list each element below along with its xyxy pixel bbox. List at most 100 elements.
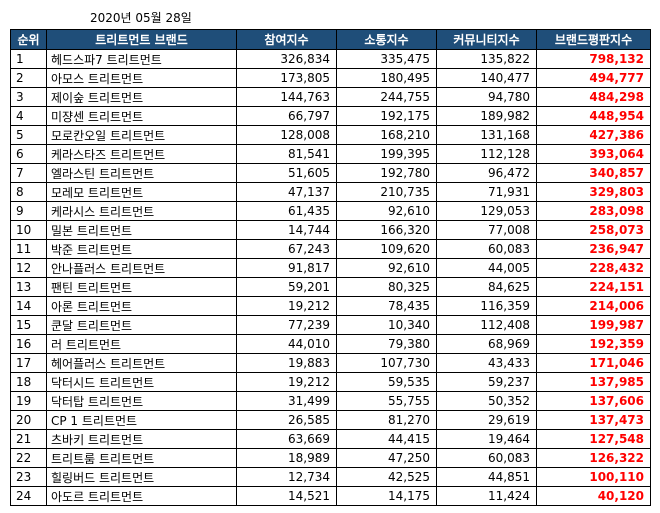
participation-cell: 66,797 xyxy=(236,106,337,126)
rank-cell: 12 xyxy=(10,258,47,278)
participation-cell: 26,585 xyxy=(236,410,337,430)
table-row: 7 엘라스틴 트리트먼트 51,605 192,780 96,472 340,857 xyxy=(10,163,651,183)
communication-cell: 55,755 xyxy=(336,391,437,411)
participation-cell: 14,744 xyxy=(236,220,337,240)
reputation-cell: 127,548 xyxy=(536,429,651,449)
table-body: 1 헤드스파7 트리트먼트 326,834 335,475 135,822 798,132… xyxy=(10,49,651,506)
participation-cell: 173,805 xyxy=(236,68,337,88)
brand-cell: 케라시스 트리트먼트 xyxy=(46,201,237,221)
community-cell: 59,237 xyxy=(436,372,537,392)
date-label: 2020년 05월 28일 xyxy=(90,11,192,25)
table-row: 8 모레모 트리트먼트 47,137 210,735 71,931 329,803 xyxy=(10,182,651,202)
rank-cell: 5 xyxy=(10,125,47,145)
community-cell: 44,851 xyxy=(436,467,537,487)
participation-cell: 18,989 xyxy=(236,448,337,468)
table-row: 22 트리트룸 트리트먼트 18,989 47,250 60,083 126,322 xyxy=(10,448,651,468)
table-row: 4 미쟝센 트리트먼트 66,797 192,175 189,982 448,954 xyxy=(10,106,651,126)
rank-cell: 10 xyxy=(10,220,47,240)
brand-cell: 케라스타즈 트리트먼트 xyxy=(46,144,237,164)
participation-cell: 59,201 xyxy=(236,277,337,297)
reputation-cell: 427,386 xyxy=(536,125,651,145)
table-row: 18 닥터시드 트리트먼트 19,212 59,535 59,237 137,985 xyxy=(10,372,651,392)
table-row: 23 힐링버드 트리트먼트 12,734 42,525 44,851 100,110 xyxy=(10,467,651,487)
community-cell: 129,053 xyxy=(436,201,537,221)
reputation-cell: 224,151 xyxy=(536,277,651,297)
community-cell: 135,822 xyxy=(436,49,537,69)
brand-cell: 미쟝센 트리트먼트 xyxy=(46,106,237,126)
community-cell: 112,408 xyxy=(436,315,537,335)
reputation-cell: 484,298 xyxy=(536,87,651,107)
participation-cell: 144,763 xyxy=(236,87,337,107)
rank-cell: 20 xyxy=(10,410,47,430)
column-header-participation: 참여지수 xyxy=(236,29,337,50)
brand-cell: 제이숲 트리트먼트 xyxy=(46,87,237,107)
table-row: 1 헤드스파7 트리트먼트 326,834 335,475 135,822 798,132 xyxy=(10,49,651,69)
rank-cell: 23 xyxy=(10,467,47,487)
community-cell: 189,982 xyxy=(436,106,537,126)
table-row: 14 아론 트리트먼트 19,212 78,435 116,359 214,006 xyxy=(10,296,651,316)
communication-cell: 78,435 xyxy=(336,296,437,316)
reputation-cell: 329,803 xyxy=(536,182,651,202)
rank-cell: 1 xyxy=(10,49,47,69)
brand-cell: 아론 트리트먼트 xyxy=(46,296,237,316)
participation-cell: 77,239 xyxy=(236,315,337,335)
rank-cell: 16 xyxy=(10,334,47,354)
table-row: 2 아모스 트리트먼트 173,805 180,495 140,477 494,777 xyxy=(10,68,651,88)
community-cell: 77,008 xyxy=(436,220,537,240)
reputation-cell: 137,606 xyxy=(536,391,651,411)
communication-cell: 180,495 xyxy=(336,68,437,88)
reputation-cell: 236,947 xyxy=(536,239,651,259)
column-header-rank: 순위 xyxy=(10,29,47,50)
communication-cell: 168,210 xyxy=(336,125,437,145)
community-cell: 84,625 xyxy=(436,277,537,297)
brand-cell: 닥터탑 트리트먼트 xyxy=(46,391,237,411)
community-cell: 116,359 xyxy=(436,296,537,316)
brand-cell: 안나플러스 트리트먼트 xyxy=(46,258,237,278)
column-header-communication: 소통지수 xyxy=(336,29,437,50)
participation-cell: 19,212 xyxy=(236,296,337,316)
brand-cell: 헤어플러스 트리트먼트 xyxy=(46,353,237,373)
communication-cell: 109,620 xyxy=(336,239,437,259)
brand-cell: 츠바키 트리트먼트 xyxy=(46,429,237,449)
rank-cell: 4 xyxy=(10,106,47,126)
brand-cell: 헤드스파7 트리트먼트 xyxy=(46,49,237,69)
communication-cell: 192,175 xyxy=(336,106,437,126)
reputation-cell: 100,110 xyxy=(536,467,651,487)
reputation-cell: 283,098 xyxy=(536,201,651,221)
reputation-cell: 494,777 xyxy=(536,68,651,88)
brand-cell: CP 1 트리트먼트 xyxy=(46,410,237,430)
reputation-cell: 393,064 xyxy=(536,144,651,164)
community-cell: 44,005 xyxy=(436,258,537,278)
participation-cell: 31,499 xyxy=(236,391,337,411)
participation-cell: 51,605 xyxy=(236,163,337,183)
participation-cell: 47,137 xyxy=(236,182,337,202)
rank-cell: 7 xyxy=(10,163,47,183)
community-cell: 112,128 xyxy=(436,144,537,164)
community-cell: 19,464 xyxy=(436,429,537,449)
table-header-row: 순위 트리트먼트 브랜드 참여지수 소통지수 커뮤니티지수 브랜드평판지수 xyxy=(10,29,651,50)
reputation-cell: 798,132 xyxy=(536,49,651,69)
reputation-cell: 137,473 xyxy=(536,410,651,430)
brand-cell: 힐링버드 트리트먼트 xyxy=(46,467,237,487)
table-row: 10 밀본 트리트먼트 14,744 166,320 77,008 258,073 xyxy=(10,220,651,240)
community-cell: 68,969 xyxy=(436,334,537,354)
community-cell: 43,433 xyxy=(436,353,537,373)
participation-cell: 91,817 xyxy=(236,258,337,278)
communication-cell: 47,250 xyxy=(336,448,437,468)
brand-cell: 엘라스틴 트리트먼트 xyxy=(46,163,237,183)
rank-cell: 6 xyxy=(10,144,47,164)
brand-cell: 밀본 트리트먼트 xyxy=(46,220,237,240)
reputation-cell: 340,857 xyxy=(536,163,651,183)
table-row: 5 모로칸오일 트리트먼트 128,008 168,210 131,168 427,386 xyxy=(10,125,651,145)
brand-cell: 아모스 트리트먼트 xyxy=(46,68,237,88)
rank-cell: 3 xyxy=(10,87,47,107)
table-row: 9 케라시스 트리트먼트 61,435 92,610 129,053 283,098 xyxy=(10,201,651,221)
communication-cell: 59,535 xyxy=(336,372,437,392)
rank-cell: 2 xyxy=(10,68,47,88)
community-cell: 50,352 xyxy=(436,391,537,411)
communication-cell: 42,525 xyxy=(336,467,437,487)
community-cell: 96,472 xyxy=(436,163,537,183)
community-cell: 60,083 xyxy=(436,448,537,468)
participation-cell: 61,435 xyxy=(236,201,337,221)
